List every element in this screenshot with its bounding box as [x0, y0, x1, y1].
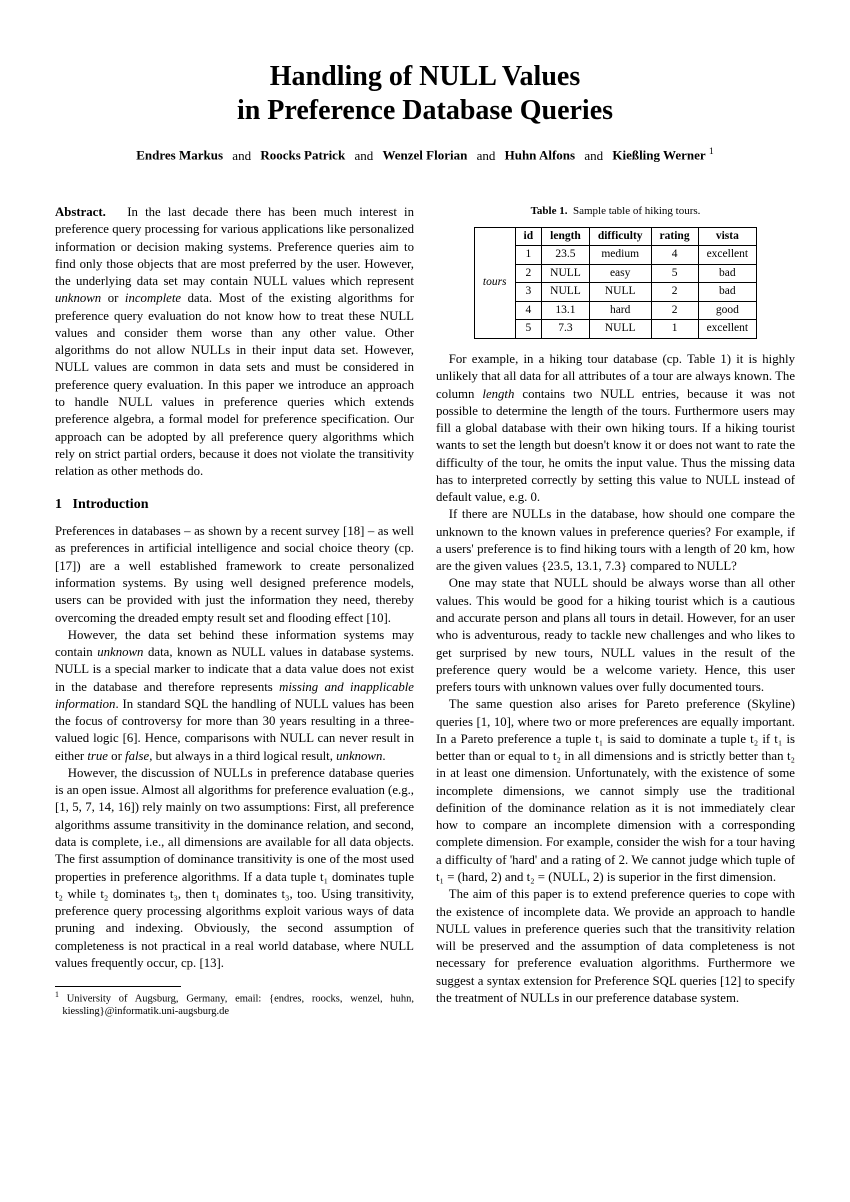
footnote-1: 1 University of Augsburg, Germany, email…: [55, 990, 414, 1019]
right-p1: For example, in a hiking tour database (…: [436, 351, 795, 506]
abstract: Abstract. In the last decade there has b…: [55, 204, 414, 480]
section-1-heading: 1 Introduction: [55, 496, 414, 515]
th-length: length: [542, 227, 590, 246]
th-id: id: [515, 227, 542, 246]
abstract-text: In the last decade there has been much i…: [55, 205, 414, 478]
th-vista: vista: [698, 227, 757, 246]
paper-title: Handling of NULL Values in Preference Da…: [55, 60, 795, 127]
th-difficulty: difficulty: [589, 227, 651, 246]
table-row: 413.1hard2good: [474, 301, 756, 320]
intro-p3: However, the discussion of NULLs in pref…: [55, 765, 414, 972]
table-row: 3NULLNULL2bad: [474, 283, 756, 302]
intro-p2: However, the data set behind these infor…: [55, 627, 414, 765]
footnote-rule: [55, 986, 181, 987]
table-row: 123.5medium4excellent: [474, 246, 756, 265]
table-row: 2NULLeasy5bad: [474, 264, 756, 283]
right-p4: The same question also arises for Pareto…: [436, 696, 795, 886]
table-header-row: tours id length difficulty rating vista: [474, 227, 756, 246]
table-row: 57.3NULL1excellent: [474, 320, 756, 339]
right-column: Table 1. Sample table of hiking tours. t…: [436, 204, 795, 1019]
right-p5: The aim of this paper is to extend prefe…: [436, 886, 795, 1007]
left-column: Abstract. In the last decade there has b…: [55, 204, 414, 1019]
author-list: Endres Markus and Roocks Patrick and Wen…: [55, 145, 795, 164]
two-column-body: Abstract. In the last decade there has b…: [55, 204, 795, 1019]
th-tours: tours: [474, 227, 515, 338]
right-p3: One may state that NULL should be always…: [436, 575, 795, 696]
intro-p1: Preferences in databases – as shown by a…: [55, 523, 414, 627]
th-rating: rating: [651, 227, 698, 246]
table-1: tours id length difficulty rating vista …: [474, 227, 757, 339]
table-1-caption: Table 1. Sample table of hiking tours.: [436, 204, 795, 219]
right-p2: If there are NULLs in the database, how …: [436, 506, 795, 575]
